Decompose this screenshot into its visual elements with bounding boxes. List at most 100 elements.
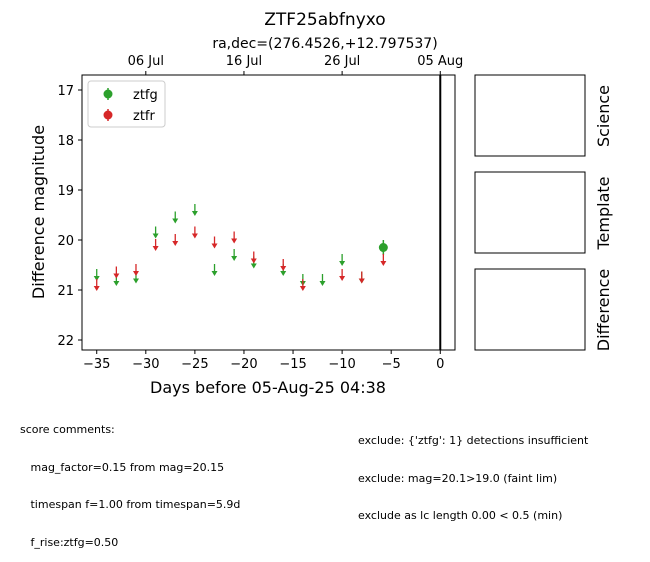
- comment-line: f_rise:ztfg=0.50: [20, 535, 119, 549]
- legend-label: ztfr: [133, 109, 155, 124]
- upper-limit-point: [191, 226, 198, 239]
- lightcurve-figure: ZTF25abfnyxo ra,dec=(276.4526,+12.797537…: [29, 10, 613, 397]
- comment-line: exclude: {'ztfg': 1} detections insuffic…: [358, 434, 589, 447]
- upper-limit-arrowhead: [231, 256, 238, 261]
- upper-limit-point: [358, 271, 365, 284]
- difference-label: Difference: [594, 269, 613, 351]
- score-comments: score comments: mag_factor=0.15 from mag…: [20, 399, 240, 562]
- exclude-comments: exclude: {'ztfg': 1} detections insuffic…: [358, 410, 588, 535]
- detection-marker: [378, 243, 388, 252]
- upper-limit-arrowhead: [250, 258, 257, 264]
- legend-entry: ztfg: [103, 88, 158, 103]
- upper-limit-point: [280, 259, 287, 271]
- upper-limit-arrowhead: [280, 266, 287, 271]
- comment-line: timespan f=1.00 from timespan=5.9d: [20, 498, 241, 511]
- y-axis-label: Difference magnitude: [29, 125, 48, 299]
- template-label: Template: [594, 176, 613, 250]
- upper-limit-arrowhead: [191, 233, 198, 239]
- detection-point: [378, 240, 388, 255]
- upper-limit-arrowhead: [93, 276, 100, 281]
- upper-limit-arrowhead: [152, 233, 159, 239]
- comment-line: score comments:: [20, 423, 115, 436]
- template-panel: [474, 171, 586, 254]
- upper-limit-arrowhead: [358, 278, 365, 284]
- y-axis-ticks: 17 18 19 20 21 22: [57, 84, 82, 349]
- upper-limit-point: [172, 234, 179, 246]
- x-axis-ticks: −35 −30 −25 −20 −15 −10 −5 0: [83, 350, 444, 372]
- chart-subtitle: ra,dec=(276.4526,+12.797537): [212, 36, 437, 52]
- x-tick-label: 0: [436, 357, 444, 372]
- upper-limit-arrowhead: [299, 286, 306, 291]
- top-tick-label: 06 Jul: [128, 54, 164, 69]
- y-tick-label: 19: [57, 184, 74, 199]
- upper-limit-point: [380, 254, 387, 266]
- legend-label: ztfg: [133, 88, 158, 103]
- upper-limit-point: [152, 226, 159, 239]
- upper-limit-arrowhead: [280, 271, 287, 276]
- upper-limit-arrowhead: [380, 261, 387, 266]
- upper-limit-arrowhead: [113, 273, 120, 279]
- plot-frame: [81, 74, 456, 351]
- comment-line: exclude: mag=20.1>19.0 (faint lim): [358, 471, 558, 485]
- legend-marker: [103, 89, 113, 99]
- x-tick-label: −30: [132, 357, 159, 372]
- upper-limit-point: [132, 264, 139, 276]
- upper-limit-point: [231, 231, 238, 244]
- science-label: Science: [594, 85, 613, 147]
- upper-limit-arrowhead: [172, 241, 179, 246]
- chart-title: ZTF25abfnyxo: [264, 10, 385, 30]
- main-axes: −35 −30 −25 −20 −15 −10 −5 0 17 18 19 20 21 22 06 Ju…: [29, 54, 463, 397]
- upper-limit-arrowhead: [172, 218, 179, 224]
- upper-limit-point: [93, 279, 100, 291]
- upper-limit-arrowhead: [211, 271, 218, 276]
- legend-marker: [103, 110, 113, 120]
- data-marks: [93, 75, 442, 350]
- legend-entry: ztfr: [103, 109, 155, 124]
- upper-limit-arrowhead: [339, 276, 346, 281]
- science-panel: [474, 74, 586, 157]
- comment-line: mag_factor=0.15 from mag=20.15: [20, 460, 225, 474]
- upper-limit-point: [152, 239, 159, 251]
- upper-limit-arrowhead: [250, 263, 257, 269]
- x-tick-label: −15: [279, 357, 306, 372]
- upper-limit-point: [339, 269, 346, 281]
- x-tick-label: −25: [181, 357, 208, 372]
- upper-limit-point: [339, 254, 346, 266]
- x-tick-label: −10: [328, 357, 355, 372]
- upper-limit-point: [299, 279, 306, 291]
- upper-limit-arrowhead: [191, 211, 198, 216]
- x-tick-label: −35: [83, 357, 110, 372]
- upper-limit-point: [250, 251, 257, 264]
- upper-limit-arrowhead: [132, 271, 139, 276]
- legend: ztfg ztfr: [87, 80, 166, 128]
- upper-limit-point: [231, 249, 238, 261]
- upper-limit-point: [191, 204, 198, 216]
- top-tick-label: 16 Jul: [226, 54, 262, 69]
- upper-limit-point: [319, 274, 326, 286]
- upper-limit-point: [172, 211, 179, 224]
- upper-limit-point: [211, 236, 218, 249]
- upper-limit-arrowhead: [152, 246, 159, 251]
- y-tick-label: 17: [57, 84, 74, 99]
- image-panels: Science Template Difference: [474, 74, 613, 351]
- upper-limit-arrowhead: [132, 278, 139, 284]
- x-tick-label: −20: [230, 357, 257, 372]
- upper-limit-point: [93, 269, 100, 281]
- x-tick-label: −5: [382, 357, 401, 372]
- upper-limit-arrowhead: [339, 261, 346, 266]
- difference-panel: [474, 268, 586, 351]
- y-tick-label: 18: [57, 134, 74, 149]
- top-tick-label: 26 Jul: [324, 54, 360, 69]
- upper-limit-point: [113, 266, 120, 279]
- top-tick-label: 05 Aug: [417, 54, 463, 69]
- upper-limit-arrowhead: [211, 243, 218, 249]
- upper-limit-arrowhead: [93, 286, 100, 291]
- y-tick-label: 20: [57, 234, 74, 249]
- upper-limit-point: [211, 264, 218, 276]
- y-tick-label: 21: [57, 284, 74, 299]
- comment-line: exclude as lc length 0.00 < 0.5 (min): [358, 509, 563, 522]
- upper-limit-arrowhead: [231, 238, 238, 244]
- x-axis-label: Days before 05-Aug-25 04:38: [150, 378, 386, 397]
- y-tick-label: 22: [57, 334, 74, 349]
- upper-limit-arrowhead: [113, 281, 120, 286]
